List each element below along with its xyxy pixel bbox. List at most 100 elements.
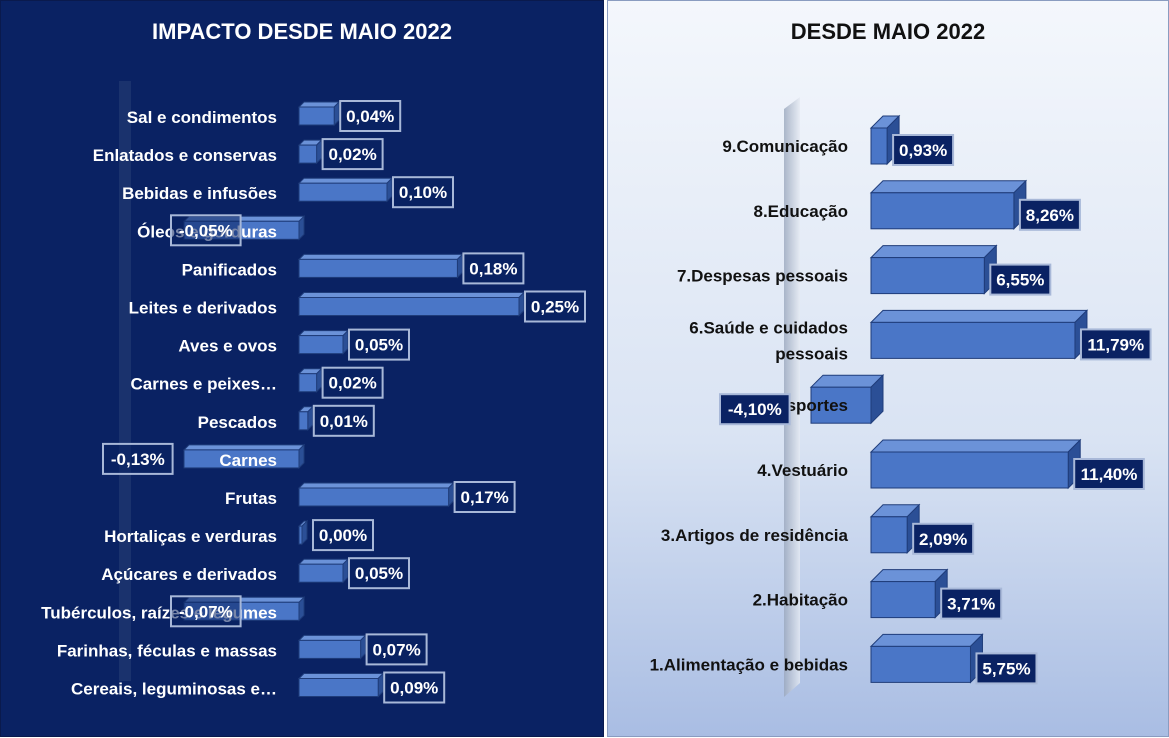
- bar-5: [869, 438, 1082, 490]
- category-label: Enlatados e conservas: [93, 146, 277, 165]
- bar-6: [869, 503, 921, 555]
- data-label-box-10: 0,17%: [453, 481, 516, 513]
- bar-2: [297, 176, 394, 203]
- category-label: 8.Educação: [754, 202, 849, 221]
- category-label: 2.Habitação: [753, 591, 848, 610]
- data-label: -0,07%: [179, 602, 233, 621]
- data-label: 0,05%: [355, 564, 403, 583]
- bar-1: [869, 179, 1028, 231]
- bar-7: [869, 568, 949, 619]
- data-label: 11,40%: [1081, 465, 1138, 484]
- category-label: 1.Alimentação e bebidas: [650, 655, 848, 674]
- category-label: Cereais, leguminosas e…: [71, 680, 277, 699]
- category-label: Bebidas e infusões: [122, 184, 277, 203]
- bar-9: [182, 443, 306, 470]
- data-label: 0,05%: [355, 336, 403, 355]
- data-label-box-13: -0,07%: [170, 595, 242, 628]
- data-label-box-1: 8,26%: [1018, 198, 1081, 231]
- data-label-box-15: 0,09%: [383, 671, 446, 704]
- data-label-box-4: 0,18%: [462, 252, 525, 285]
- data-label: 5,75%: [982, 659, 1030, 678]
- data-label: 3,71%: [947, 595, 995, 614]
- category-label: Aves e ovos: [178, 337, 277, 356]
- data-label: 0,10%: [399, 183, 447, 202]
- category-label: Hortaliças e verduras: [104, 527, 277, 546]
- data-label-box-7: 0,02%: [321, 366, 384, 399]
- data-label: 0,93%: [899, 141, 947, 160]
- right-chart-plot: 9.Comunicação 0,93% 8.Educação 8,26% 7.Despe…: [650, 97, 1152, 697]
- data-label: 11,79%: [1087, 335, 1144, 354]
- bar-11: [297, 519, 309, 546]
- right-chart-title: DESDE MAIO 2022: [790, 19, 986, 44]
- data-label: 0,04%: [346, 107, 394, 126]
- data-label-box-5: 11,40%: [1073, 458, 1145, 490]
- data-label-box-0: 0,04%: [339, 100, 402, 132]
- data-label-box-1: 0,02%: [321, 138, 384, 171]
- data-label-box-3: -0,05%: [170, 214, 242, 247]
- category-label: pessoais: [775, 344, 848, 363]
- data-label: 0,09%: [390, 679, 438, 698]
- data-label-box-9: -0,13%: [102, 442, 174, 475]
- data-label-box-14: 0,07%: [365, 633, 428, 666]
- data-label-box-6: 2,09%: [912, 522, 975, 555]
- category-label: 3.Artigos de residência: [661, 526, 849, 545]
- category-label: Sal e condimentos: [127, 108, 277, 127]
- data-label: 0,25%: [531, 298, 579, 317]
- category-label: 9.Comunicação: [722, 137, 848, 156]
- bar-4: [809, 373, 885, 425]
- bar-12: [297, 557, 350, 584]
- bar-1: [297, 138, 323, 165]
- data-label-box-0: 0,93%: [892, 134, 955, 166]
- bar-14: [297, 634, 367, 660]
- axis-wall: [119, 81, 131, 681]
- category-label: Pescados: [198, 413, 277, 432]
- category-label: Açúcares e derivados: [101, 565, 277, 584]
- data-label-box-2: 6,55%: [989, 263, 1052, 296]
- bar-3: [869, 309, 1089, 360]
- category-label: Carnes: [219, 451, 277, 470]
- data-label: 0,02%: [328, 145, 376, 164]
- data-label-box-8: 0,01%: [312, 404, 375, 437]
- category-label: Carnes e peixes…: [131, 375, 277, 394]
- right-chart-panel: DESDE MAIO 2022 9.Comunicação 0,93% 8.Educ…: [607, 0, 1169, 737]
- data-label-box-6: 0,05%: [348, 328, 410, 361]
- category-label: Panificados: [182, 260, 277, 279]
- data-label-box-8: 5,75%: [975, 652, 1038, 685]
- bar-8: [869, 633, 984, 684]
- bar-4: [297, 253, 464, 279]
- bar-7: [297, 367, 323, 393]
- data-label: 6,55%: [996, 271, 1044, 290]
- data-label: 0,18%: [469, 259, 517, 278]
- bar-15: [297, 672, 385, 698]
- category-label: Tubérculos, raízes e legumes: [41, 603, 277, 622]
- data-label: 0,02%: [328, 374, 376, 393]
- bar-2: [869, 244, 998, 295]
- bar-0: [297, 100, 341, 127]
- category-label: Farinhas, féculas e massas: [57, 641, 277, 660]
- data-label-box-7: 3,71%: [940, 587, 1003, 620]
- category-label: 7.Despesas pessoais: [677, 267, 848, 286]
- bar-8: [297, 405, 315, 432]
- data-label: 0,01%: [320, 412, 368, 431]
- axis-wall: [784, 97, 800, 697]
- bar-6: [297, 329, 350, 355]
- data-label: 8,26%: [1026, 206, 1074, 225]
- data-label-box-2: 0,10%: [392, 176, 454, 209]
- data-label: -0,13%: [111, 450, 165, 469]
- bar-10: [297, 481, 455, 508]
- category-label: 4.Vestuário: [757, 461, 848, 480]
- bar-5: [297, 291, 526, 317]
- data-label: 0,07%: [372, 640, 420, 659]
- category-label: Frutas: [225, 489, 277, 508]
- data-label-box-11: 0,00%: [312, 519, 374, 552]
- data-label: 0,00%: [319, 526, 367, 545]
- left-chart-panel: IMPACTO DESDE MAIO 2022 Sal e condimento…: [0, 0, 604, 737]
- category-label: Leites e derivados: [129, 299, 277, 318]
- data-label: -0,05%: [179, 221, 233, 240]
- left-chart-plot: Sal e condimentos 0,04% Enlatados e conser…: [41, 81, 586, 704]
- data-label-box-3: 11,79%: [1079, 328, 1152, 361]
- data-label: 0,17%: [460, 488, 508, 507]
- data-label-box-5: 0,25%: [524, 290, 586, 323]
- left-chart-title: IMPACTO DESDE MAIO 2022: [152, 19, 452, 44]
- data-label-box-4: -4,10%: [719, 393, 791, 426]
